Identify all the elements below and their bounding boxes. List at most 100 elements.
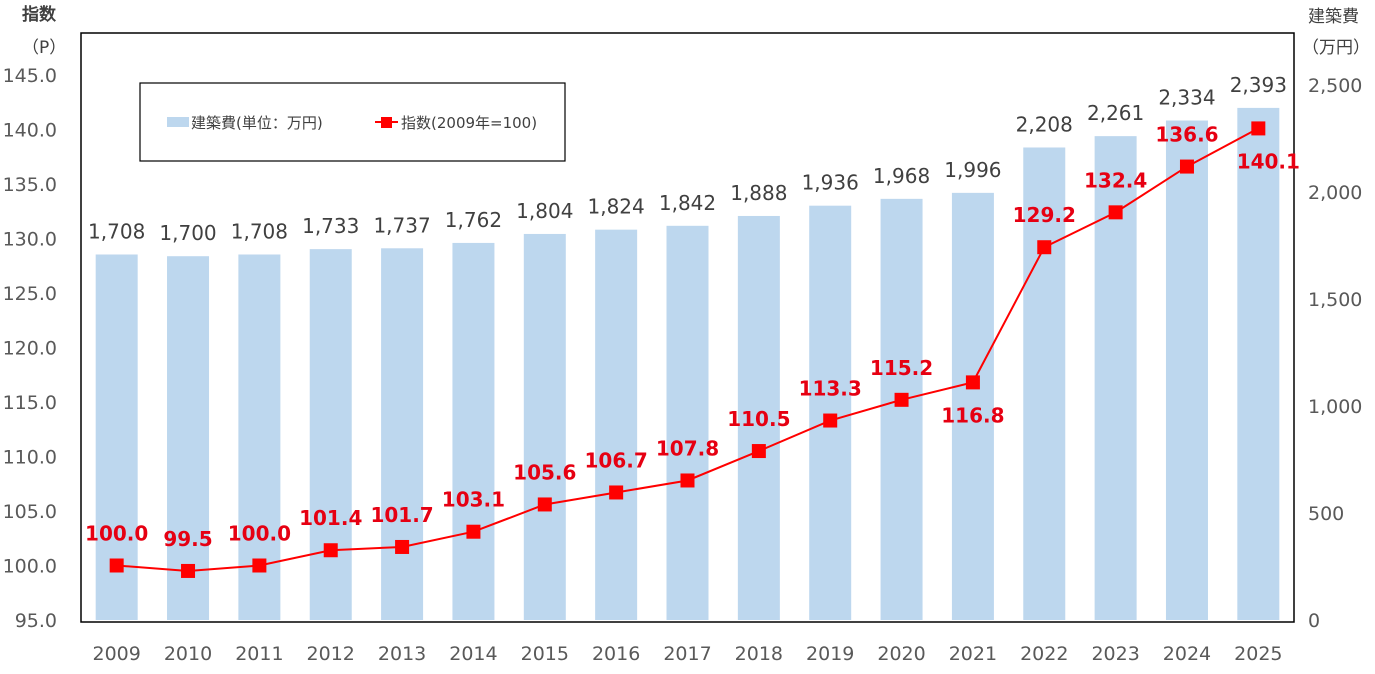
- bar-value-label: 2,334: [1158, 86, 1215, 110]
- bar-value-label: 1,700: [159, 221, 216, 245]
- bar-2019: [809, 205, 852, 621]
- bar-2017: [666, 225, 709, 620]
- bar-value-label: 1,968: [873, 164, 930, 188]
- left-axis-tick: 105.0: [3, 501, 57, 523]
- index-marker-2018: [751, 444, 766, 459]
- legend-line-label: 指数(2009年=100): [401, 114, 537, 132]
- x-tick-label: 2017: [663, 643, 711, 665]
- x-tick-label: 2015: [521, 643, 569, 665]
- left-axis-tick: 140.0: [3, 120, 57, 142]
- index-value-label: 100.0: [85, 522, 148, 546]
- x-tick-label: 2021: [949, 643, 997, 665]
- left-axis-title: 指数: [22, 4, 57, 25]
- bar-value-label: 1,737: [373, 213, 430, 237]
- bar-value-label: 1,804: [516, 199, 573, 223]
- index-marker-2025: [1251, 121, 1266, 136]
- left-axis-unit: （P）: [22, 38, 66, 58]
- bar-2014: [452, 242, 495, 620]
- bar-value-label: 1,824: [588, 195, 645, 219]
- index-value-label: 99.5: [163, 527, 212, 551]
- right-axis-tick: 1,500: [1308, 289, 1362, 311]
- index-value-label: 115.2: [870, 356, 933, 380]
- index-marker-2017: [680, 473, 695, 488]
- x-tick-label: 2019: [806, 643, 854, 665]
- index-marker-2014: [466, 524, 481, 539]
- index-marker-2019: [823, 413, 838, 428]
- bar-2012: [309, 249, 352, 620]
- x-tick-label: 2009: [92, 643, 140, 665]
- left-axis-tick: 145.0: [3, 65, 57, 87]
- index-value-label: 106.7: [585, 448, 648, 472]
- x-tick-label: 2025: [1234, 643, 1282, 665]
- bar-2016: [595, 229, 638, 620]
- index-marker-2016: [609, 485, 624, 500]
- x-tick-label: 2023: [1091, 643, 1139, 665]
- bar-value-label: 1,733: [302, 214, 359, 238]
- index-value-label: 136.6: [1155, 123, 1218, 147]
- bar-value-label: 1,708: [88, 219, 145, 243]
- index-marker-2022: [1037, 240, 1052, 255]
- legend-bar-swatch: [167, 117, 189, 127]
- index-marker-2012: [323, 543, 338, 558]
- x-tick-label: 2013: [378, 643, 426, 665]
- index-marker-2020: [894, 392, 909, 407]
- legend-frame: [139, 82, 566, 162]
- x-tick-label: 2022: [1020, 643, 1068, 665]
- index-marker-2013: [395, 539, 410, 554]
- left-axis-tick: 130.0: [3, 229, 57, 251]
- x-tick-label: 2020: [877, 643, 925, 665]
- x-tick-label: 2010: [164, 643, 212, 665]
- legend-bar-label: 建築費(単位：万円): [191, 114, 323, 132]
- index-marker-2009: [109, 558, 124, 573]
- right-axis-tick: 2,000: [1308, 182, 1362, 204]
- index-value-label: 116.8: [941, 403, 1004, 427]
- legend: 建築費(単位：万円) 指数(2009年=100): [139, 82, 566, 162]
- index-value-label: 113.3: [799, 377, 862, 401]
- x-tick-label: 2016: [592, 643, 640, 665]
- index-value-label: 129.2: [1013, 203, 1076, 227]
- index-value-label: 101.4: [299, 506, 362, 530]
- left-axis-tick: 135.0: [3, 174, 57, 196]
- index-marker-2010: [181, 563, 196, 578]
- index-value-label: 100.0: [228, 522, 291, 546]
- left-axis-tick: 115.0: [3, 392, 57, 414]
- right-axis-tick: 2,500: [1308, 75, 1362, 97]
- bar-value-label: 1,888: [730, 181, 787, 205]
- left-axis-tick: 95.0: [15, 610, 57, 632]
- bar-2020: [880, 198, 923, 620]
- right-axis-tick: 500: [1308, 503, 1344, 525]
- plot-area-frame: [80, 32, 1295, 623]
- x-tick-label: 2014: [449, 643, 497, 665]
- x-tick-label: 2018: [735, 643, 783, 665]
- index-marker-2015: [537, 497, 552, 512]
- right-axis-title: 建築費: [1308, 7, 1359, 27]
- right-axis-tick: 1,000: [1308, 396, 1362, 418]
- bar-2013: [381, 248, 424, 621]
- index-marker-2011: [252, 558, 267, 573]
- index-value-label: 103.1: [442, 488, 505, 512]
- index-value-label: 110.5: [727, 407, 790, 431]
- bar-value-label: 2,261: [1087, 101, 1144, 125]
- index-marker-2023: [1108, 205, 1123, 220]
- index-value-label: 101.7: [370, 503, 433, 527]
- bar-2010: [167, 256, 210, 620]
- x-tick-label: 2011: [235, 643, 283, 665]
- bar-value-label: 1,762: [445, 208, 502, 232]
- index-marker-2024: [1179, 159, 1194, 174]
- bar-value-label: 1,842: [659, 191, 716, 215]
- bar-value-label: 1,996: [944, 158, 1001, 182]
- left-axis-tick: 125.0: [3, 283, 57, 305]
- index-value-label: 140.1: [1237, 149, 1300, 173]
- index-value-label: 107.8: [656, 436, 719, 460]
- index-value-label: 132.4: [1084, 168, 1147, 192]
- bar-2021: [951, 192, 994, 620]
- x-tick-label: 2024: [1163, 643, 1211, 665]
- bar-2022: [1023, 147, 1066, 620]
- bar-value-label: 2,393: [1230, 73, 1287, 97]
- bar-value-label: 1,708: [231, 219, 288, 243]
- bar-value-label: 1,936: [802, 171, 859, 195]
- bar-value-label: 2,208: [1016, 112, 1073, 136]
- legend-line-marker: [381, 117, 392, 128]
- left-axis-tick: 110.0: [3, 447, 57, 469]
